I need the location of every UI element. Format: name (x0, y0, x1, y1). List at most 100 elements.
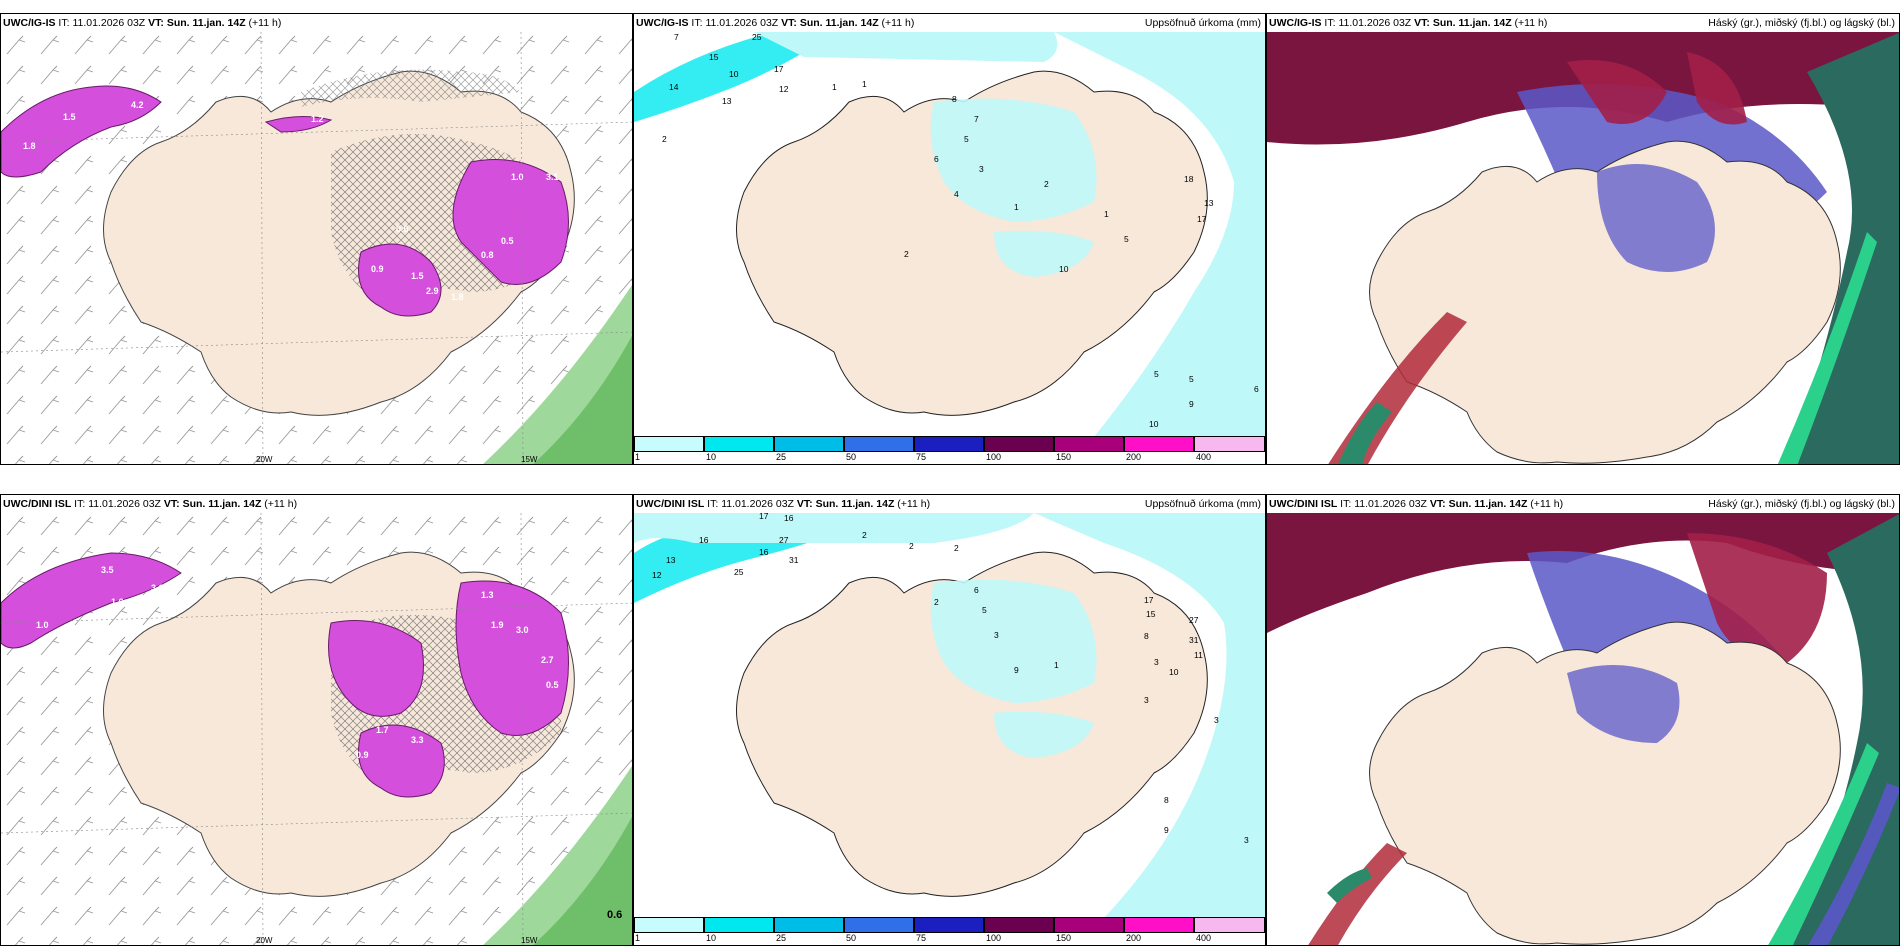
svg-text:7: 7 (674, 32, 679, 42)
colorbar-swatch (844, 917, 914, 933)
svg-text:6: 6 (1254, 384, 1259, 394)
colorbar-tick: 150 (1056, 933, 1072, 943)
svg-text:2.7: 2.7 (541, 655, 554, 665)
cloud-title: Háský (gr.), miðský (fj.bl.) og lágský (… (1708, 17, 1895, 29)
colorbar-tick: 25 (776, 452, 787, 462)
svg-text:1.8: 1.8 (451, 292, 464, 302)
colorbar-swatch (914, 436, 984, 452)
svg-text:3: 3 (1214, 715, 1219, 725)
svg-text:17: 17 (774, 64, 784, 74)
svg-text:31: 31 (789, 555, 799, 565)
svg-text:25: 25 (734, 567, 744, 577)
colorbar-tick: 150 (1056, 452, 1072, 462)
svg-text:3: 3 (1144, 695, 1149, 705)
svg-text:10: 10 (729, 69, 739, 79)
svg-text:3.3: 3.3 (411, 735, 424, 745)
precip-map: 25 15 7 14 2 10 17 12 13 1 1 8 7 5 3 6 4… (634, 32, 1265, 437)
svg-text:0.5: 0.5 (501, 236, 514, 246)
svg-text:0.9: 0.9 (356, 750, 369, 760)
svg-text:25: 25 (752, 32, 762, 42)
panel-header: UWC/DINI ISL IT: 11.01.2026 03Z VT: Sun.… (3, 498, 298, 510)
colorbar-swatch (844, 436, 914, 452)
svg-text:10: 10 (1169, 667, 1179, 677)
panel-header: UWC/IG-IS IT: 11.01.2026 03Z VT: Sun. 11… (3, 17, 282, 29)
colorbar-tick: 200 (1126, 933, 1142, 943)
colorbar-tick: 10 (706, 933, 717, 943)
svg-text:27: 27 (779, 535, 789, 545)
panel-header: UWC/DINI ISL IT: 11.01.2026 03Z VT: Sun.… (636, 498, 931, 510)
svg-text:8: 8 (1144, 631, 1149, 641)
colorbar-swatch (634, 436, 704, 452)
svg-text:15: 15 (1146, 609, 1156, 619)
colorbar-swatch (704, 436, 774, 452)
colorbar-tick: 10 (706, 452, 717, 462)
colorbar-tick: 50 (846, 452, 857, 462)
svg-text:7: 7 (974, 114, 979, 124)
svg-text:8: 8 (1164, 795, 1169, 805)
svg-text:1.2: 1.2 (311, 114, 324, 124)
svg-text:3.5: 3.5 (101, 565, 114, 575)
svg-text:2: 2 (954, 543, 959, 553)
colorbar-tick: 100 (986, 933, 1002, 943)
svg-text:20W: 20W (256, 936, 273, 945)
svg-text:3.1: 3.1 (546, 172, 559, 182)
svg-text:4: 4 (954, 189, 959, 199)
svg-text:10: 10 (1149, 419, 1159, 429)
colorbar-swatch (984, 436, 1054, 452)
svg-text:0.5: 0.5 (546, 680, 559, 690)
svg-text:9: 9 (1189, 399, 1194, 409)
colorbar-swatch (914, 917, 984, 933)
panel-header: UWC/IG-IS IT: 11.01.2026 03Z VT: Sun. 11… (636, 17, 915, 29)
svg-text:2: 2 (1044, 179, 1049, 189)
svg-text:13: 13 (1204, 198, 1214, 208)
svg-text:2: 2 (904, 249, 909, 259)
svg-text:11: 11 (1194, 650, 1203, 660)
colorbar-tick: 200 (1126, 452, 1142, 462)
svg-text:3: 3 (1154, 657, 1159, 667)
svg-text:1: 1 (1054, 660, 1059, 670)
svg-text:16: 16 (784, 513, 794, 523)
svg-text:1.0: 1.0 (511, 172, 524, 182)
svg-text:15W: 15W (521, 936, 538, 945)
colorbar-swatch (1054, 436, 1124, 452)
wind-precip-area (1, 85, 162, 178)
svg-text:9: 9 (1014, 665, 1019, 675)
svg-text:0.8: 0.8 (481, 250, 494, 260)
svg-text:0.6: 0.6 (396, 224, 409, 234)
svg-text:1: 1 (862, 79, 867, 89)
svg-text:1.7: 1.7 (376, 725, 389, 735)
cloud-panel-top: UWC/IG-IS IT: 11.01.2026 03Z VT: Sun. 11… (1266, 13, 1900, 465)
corner-value: 0.6 (607, 909, 622, 921)
svg-text:13: 13 (666, 555, 676, 565)
precip-title: Uppsöfnuð úrkoma (mm) (1144, 498, 1261, 510)
colorbar-tick: 1 (635, 933, 641, 943)
iceland-land (1369, 140, 1841, 464)
svg-text:10: 10 (1059, 264, 1069, 274)
svg-text:27: 27 (1189, 615, 1199, 625)
colorbar-tick: 75 (916, 452, 927, 462)
svg-text:1: 1 (1014, 202, 1019, 212)
precip-title: Uppsöfnuð úrkoma (mm) (1144, 17, 1261, 29)
svg-text:17: 17 (1144, 595, 1154, 605)
svg-text:17: 17 (1197, 214, 1207, 224)
svg-text:1.3: 1.3 (481, 590, 494, 600)
svg-text:3.1: 3.1 (151, 583, 164, 593)
colorbar-tick: 1 (635, 452, 641, 462)
svg-text:3: 3 (1244, 835, 1249, 845)
svg-text:3: 3 (994, 630, 999, 640)
colorbar-tick: 75 (916, 933, 927, 943)
precip-colorbar: 1 10 25 50 75 100 150 200 400 (634, 917, 1265, 945)
cloud-map (1267, 513, 1899, 945)
cloud-panel-bottom: UWC/DINI ISL IT: 11.01.2026 03Z VT: Sun.… (1266, 494, 1900, 946)
svg-text:12: 12 (652, 570, 662, 580)
svg-text:5: 5 (964, 134, 969, 144)
wind-panel-bottom: UWC/DINI ISL IT: 11.01.2026 03Z VT: Sun.… (0, 494, 633, 946)
precip-panel-bottom: UWC/DINI ISL IT: 11.01.2026 03Z VT: Sun.… (633, 494, 1266, 946)
svg-text:20W: 20W (256, 455, 273, 464)
svg-text:5: 5 (982, 605, 987, 615)
wind-map: 3.5 3.1 1.6 1.0 1.3 1.9 3.0 1.7 3.3 0.9 … (1, 513, 632, 945)
svg-text:14: 14 (669, 82, 679, 92)
iceland-land (1369, 621, 1841, 945)
svg-text:3: 3 (979, 164, 984, 174)
panel-header: UWC/IG-IS IT: 11.01.2026 03Z VT: Sun. 11… (1269, 17, 1548, 29)
